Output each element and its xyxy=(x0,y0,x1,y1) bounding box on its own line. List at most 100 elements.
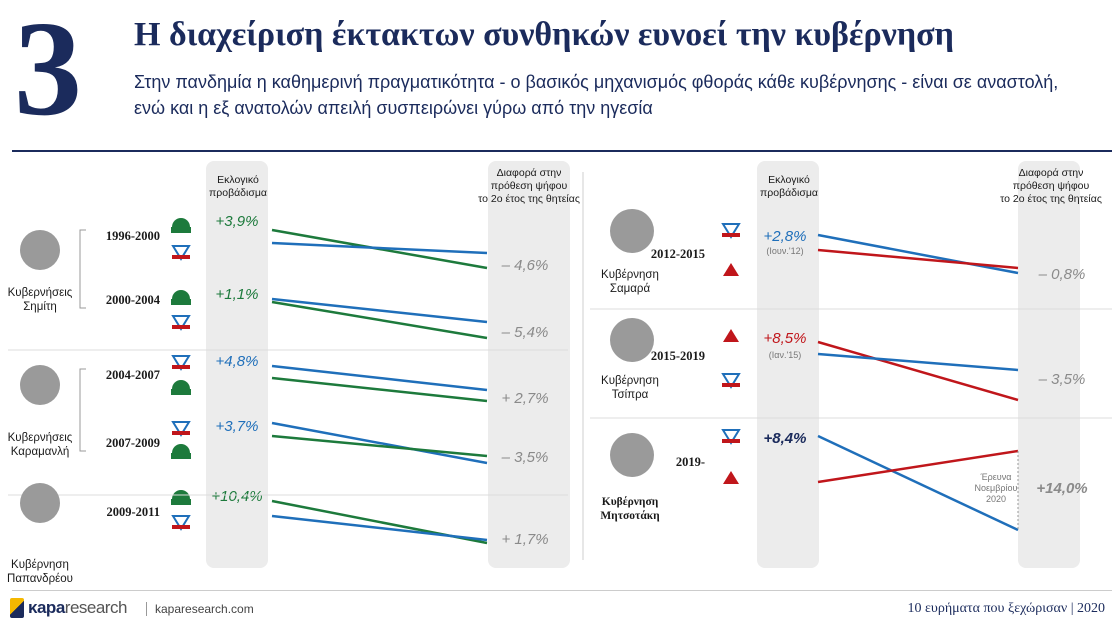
footer-caption: 10 ευρήματα που ξεχώρισαν | 2020 xyxy=(907,601,1105,616)
politician-photo xyxy=(20,483,60,523)
series-line-ΝΔ xyxy=(817,233,1019,275)
syriza-logo-icon xyxy=(723,471,739,484)
government-label-line: Κυβερνήσεις xyxy=(8,287,73,299)
pasok-sun-shape xyxy=(172,218,190,227)
nd-torch-shape xyxy=(171,515,191,531)
pasok-bar-shape xyxy=(171,227,191,233)
series-line-ΠΑΣΟΚ xyxy=(271,434,488,458)
lead-note: (Ιουν.'12) xyxy=(766,246,803,256)
nd-logo-icon xyxy=(721,373,741,389)
diff-header-right-line: το 2ο έτος της θητείας xyxy=(1000,193,1102,205)
diff-band-left xyxy=(488,161,570,568)
nd-base-shape xyxy=(722,233,740,237)
lead-label: +3,7% xyxy=(216,418,259,435)
brand-logo[interactable]: κaparesearch xyxy=(10,598,127,618)
diff-label: + 1,7% xyxy=(501,531,548,548)
nd-logo-icon xyxy=(171,245,191,261)
diff-label: + 2,7% xyxy=(501,390,548,407)
pasok-logo-icon xyxy=(171,444,191,459)
diff-header-right-line: πρόθεση ψήφου xyxy=(1013,180,1090,192)
nd-base-shape xyxy=(722,383,740,387)
diff-band-right xyxy=(1018,161,1080,568)
footer-divider xyxy=(12,590,1112,591)
nd-base-shape xyxy=(172,525,190,529)
survey-note-line: Νοεμβρίου xyxy=(975,483,1018,493)
period-label: 2000-2004 xyxy=(106,293,161,307)
lead-note: (Ιαν.'15) xyxy=(769,350,801,360)
pasok-sun-shape xyxy=(172,444,190,453)
series-line-ΝΔ xyxy=(271,514,488,542)
lead-label: +10,4% xyxy=(211,488,262,505)
pasok-bar-shape xyxy=(171,453,191,459)
syriza-logo-icon xyxy=(723,263,739,276)
series-line-ΝΔ xyxy=(271,421,488,465)
pasok-bar-shape xyxy=(171,299,191,305)
series-line-ΝΔ xyxy=(271,364,488,392)
footer-year: 2020 xyxy=(1077,601,1105,616)
politician-photo xyxy=(610,433,654,477)
nd-logo-icon xyxy=(721,429,741,445)
lead-band-left xyxy=(206,161,268,568)
pasok-bar-shape xyxy=(171,499,191,505)
lead-label: +4,8% xyxy=(216,353,259,370)
lead-label: +8,5% xyxy=(764,330,807,347)
pasok-bar-shape xyxy=(171,389,191,395)
lead-header-left-line: Εκλογικό xyxy=(217,174,259,186)
site-link[interactable]: kaparesearch.com xyxy=(146,602,254,616)
government-label-line: Κυβέρνηση xyxy=(11,559,69,571)
diff-header-right-line: Διαφορά στην xyxy=(1019,167,1084,179)
government-label-line: Σαμαρά xyxy=(610,283,651,295)
government-label-line: Τσίπρα xyxy=(612,389,649,401)
period-label: 1996-2000 xyxy=(106,229,160,243)
government-label-line: Κυβέρνηση xyxy=(601,269,659,281)
government-label-line: Σημίτη xyxy=(23,301,57,313)
period-label: 2012-2015 xyxy=(651,247,705,261)
pasok-sun-shape xyxy=(172,380,190,389)
nd-torch-shape xyxy=(171,355,191,371)
period-bracket xyxy=(79,229,86,309)
syriza-flag-shape xyxy=(723,263,739,276)
period-label: 2019- xyxy=(676,455,705,469)
brand-bold: κapa xyxy=(28,598,65,617)
government-label-line: Κυβέρνηση xyxy=(601,375,659,387)
lead-header-right-line: προβάδισμα xyxy=(760,187,818,199)
diff-header-left-line: πρόθεση ψήφου xyxy=(491,180,568,192)
series-line-ΝΔ xyxy=(271,241,488,255)
nd-torch-shape xyxy=(171,315,191,331)
nd-logo-icon xyxy=(171,421,191,437)
period-label: 2009-2011 xyxy=(107,505,160,519)
diff-label: – 0,8% xyxy=(1038,266,1086,283)
lead-label: +1,1% xyxy=(216,286,259,303)
government-label-line: Καραμανλή xyxy=(11,446,70,458)
nd-torch-shape xyxy=(721,223,741,239)
lead-label: +3,9% xyxy=(216,213,259,230)
nd-torch-shape xyxy=(721,429,741,445)
lead-label: +8,4% xyxy=(764,430,807,447)
politician-photo xyxy=(610,209,654,253)
government-label-line: Παπανδρέου xyxy=(7,573,73,585)
period-label: 2007-2009 xyxy=(106,436,160,450)
pasok-sun-shape xyxy=(172,290,190,299)
syriza-logo-icon xyxy=(723,329,739,342)
series-line-ΝΔ xyxy=(817,352,1019,372)
nd-base-shape xyxy=(172,431,190,435)
diff-header-left-line: το 2ο έτος της θητείας xyxy=(478,193,580,205)
series-line-ΝΔ xyxy=(271,297,488,324)
series-line-ΣΥΡΙΖΑ xyxy=(817,340,1019,402)
nd-torch-shape xyxy=(171,245,191,261)
period-label: 2004-2007 xyxy=(106,368,160,382)
government-label-line: Κυβέρνηση xyxy=(602,495,659,508)
period-label: 2015-2019 xyxy=(651,349,705,363)
logo-icon xyxy=(10,598,24,618)
nd-logo-icon xyxy=(171,315,191,331)
politician-photo xyxy=(20,365,60,405)
pasok-logo-icon xyxy=(171,218,191,233)
page-subtitle: Στην πανδημία η καθημερινή πραγματικότητ… xyxy=(134,72,1059,118)
lead-label: +2,8% xyxy=(764,228,807,245)
diff-label: – 4,6% xyxy=(501,257,549,274)
series-line-ΣΥΡΙΖΑ xyxy=(817,248,1019,270)
footer-caption-text: 10 ευρήματα που ξεχώρισαν xyxy=(907,601,1068,616)
syriza-flag-shape xyxy=(723,471,739,484)
brand-light: research xyxy=(64,598,128,617)
